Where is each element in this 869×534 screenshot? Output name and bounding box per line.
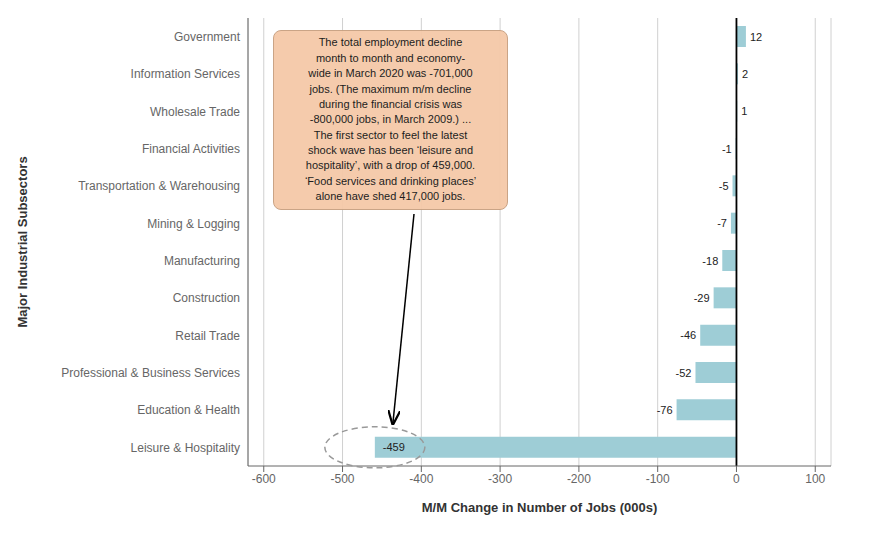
svg-text:-7: -7 — [717, 217, 727, 229]
svg-text:Retail Trade: Retail Trade — [175, 329, 240, 343]
svg-text:-600: -600 — [252, 472, 276, 486]
html-text:The total employment decline m: The total employment decline month to mo… — [304, 36, 477, 203]
svg-text:Government: Government — [174, 30, 241, 44]
svg-text:-29: -29 — [694, 292, 710, 304]
svg-text:Manufacturing: Manufacturing — [164, 254, 240, 268]
svg-text:1: 1 — [741, 105, 747, 117]
svg-text:Transportation & Warehousing: Transportation & Warehousing — [78, 179, 240, 193]
svg-text:Professional & Business Servic: Professional & Business Services — [61, 366, 240, 380]
svg-text:Construction: Construction — [173, 291, 240, 305]
svg-text:-76: -76 — [657, 404, 673, 416]
svg-text:Wholesale Trade: Wholesale Trade — [150, 105, 240, 119]
svg-text:-18: -18 — [702, 255, 718, 267]
svg-text:-46: -46 — [680, 329, 696, 341]
svg-text:2: 2 — [742, 68, 748, 80]
svg-text:-300: -300 — [488, 472, 512, 486]
svg-text:-52: -52 — [676, 367, 692, 379]
svg-text:Mining & Logging: Mining & Logging — [147, 217, 240, 231]
svg-text:100: 100 — [805, 472, 825, 486]
svg-text:Education & Health: Education & Health — [137, 403, 240, 417]
svg-text:-1: -1 — [722, 143, 732, 155]
svg-text:Major Industrial Subsectors: Major Industrial Subsectors — [15, 156, 30, 327]
svg-text:-100: -100 — [646, 472, 670, 486]
svg-text:M/M Change in Number of Jobs (: M/M Change in Number of Jobs (000s) — [422, 500, 657, 515]
svg-text:-400: -400 — [409, 472, 433, 486]
svg-text:Information Services: Information Services — [131, 67, 240, 81]
svg-text:-200: -200 — [567, 472, 591, 486]
svg-text:Financial Activities: Financial Activities — [142, 142, 240, 156]
svg-text:-5: -5 — [719, 180, 729, 192]
svg-text:-459: -459 — [383, 441, 405, 453]
svg-text:-500: -500 — [331, 472, 355, 486]
svg-text:0: 0 — [733, 472, 740, 486]
svg-text:12: 12 — [750, 31, 762, 43]
svg-text:Leisure & Hospitality: Leisure & Hospitality — [131, 441, 240, 455]
